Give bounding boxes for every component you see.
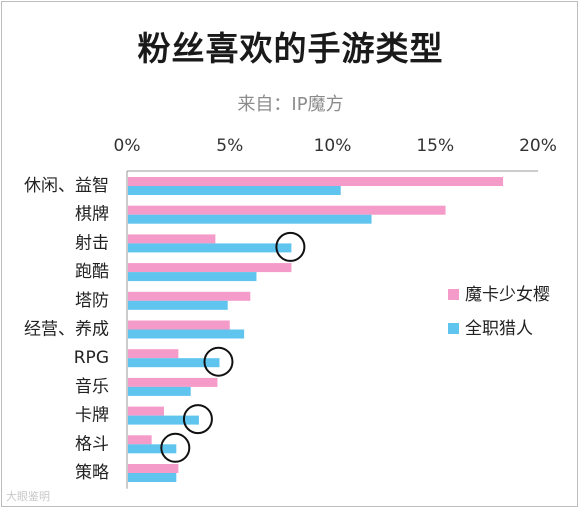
x-tick-label: 15%	[416, 136, 454, 156]
category-label: 棋牌	[75, 205, 109, 225]
bar-series2	[128, 386, 191, 396]
bar-series1	[128, 377, 218, 387]
bar-series1	[128, 177, 504, 186]
category-label: 跑酷	[75, 262, 109, 282]
highlight-circle	[182, 404, 213, 435]
x-tick-label: 10%	[314, 136, 352, 156]
bar-series1	[128, 205, 446, 215]
bar-series2	[128, 415, 199, 425]
x-tick-label: 0%	[114, 136, 141, 156]
category-label: 射击	[75, 233, 109, 253]
legend-swatch	[448, 323, 459, 334]
x-tick-label: 20%	[519, 136, 557, 156]
highlight-circle	[160, 432, 191, 463]
bar-series2	[128, 473, 177, 482]
legend-label: 全职猎人	[465, 319, 533, 339]
chart-title: 粉丝喜欢的手游类型	[137, 29, 444, 68]
watermark: 大眼鉴明	[6, 490, 50, 503]
chart-subtitle: 来自：IP魔方	[237, 94, 344, 115]
bar-series2	[128, 186, 341, 195]
bar-series2	[128, 243, 292, 253]
legend-swatch	[448, 289, 459, 300]
legend-label: 魔卡少女樱	[465, 285, 550, 305]
bar-series1	[128, 406, 164, 416]
category-label: 策略	[75, 463, 109, 483]
category-label: RPG	[74, 348, 109, 368]
category-label: 塔防	[75, 291, 109, 311]
category-label: 休闲、益智	[24, 176, 109, 196]
bar-series1	[128, 263, 292, 273]
bar-series1	[128, 435, 152, 445]
category-label: 音乐	[75, 377, 109, 397]
bar-series1	[128, 349, 179, 359]
bar-series2	[128, 214, 372, 224]
category-label: 卡牌	[75, 406, 109, 426]
bar-series1	[128, 464, 179, 473]
bar-series1	[128, 291, 251, 301]
highlight-circle	[275, 231, 306, 262]
bar-series2	[128, 300, 228, 310]
category-label: 经营、养成	[24, 320, 109, 340]
bar-series2	[128, 444, 177, 454]
bar-series1	[128, 234, 216, 244]
bar-series2	[128, 272, 257, 282]
highlight-circle	[203, 346, 234, 377]
bar-series2	[128, 329, 245, 339]
bar-series2	[128, 358, 220, 368]
category-label: 格斗	[75, 434, 109, 454]
x-tick-label: 5%	[216, 136, 243, 156]
bar-series1	[128, 320, 230, 330]
